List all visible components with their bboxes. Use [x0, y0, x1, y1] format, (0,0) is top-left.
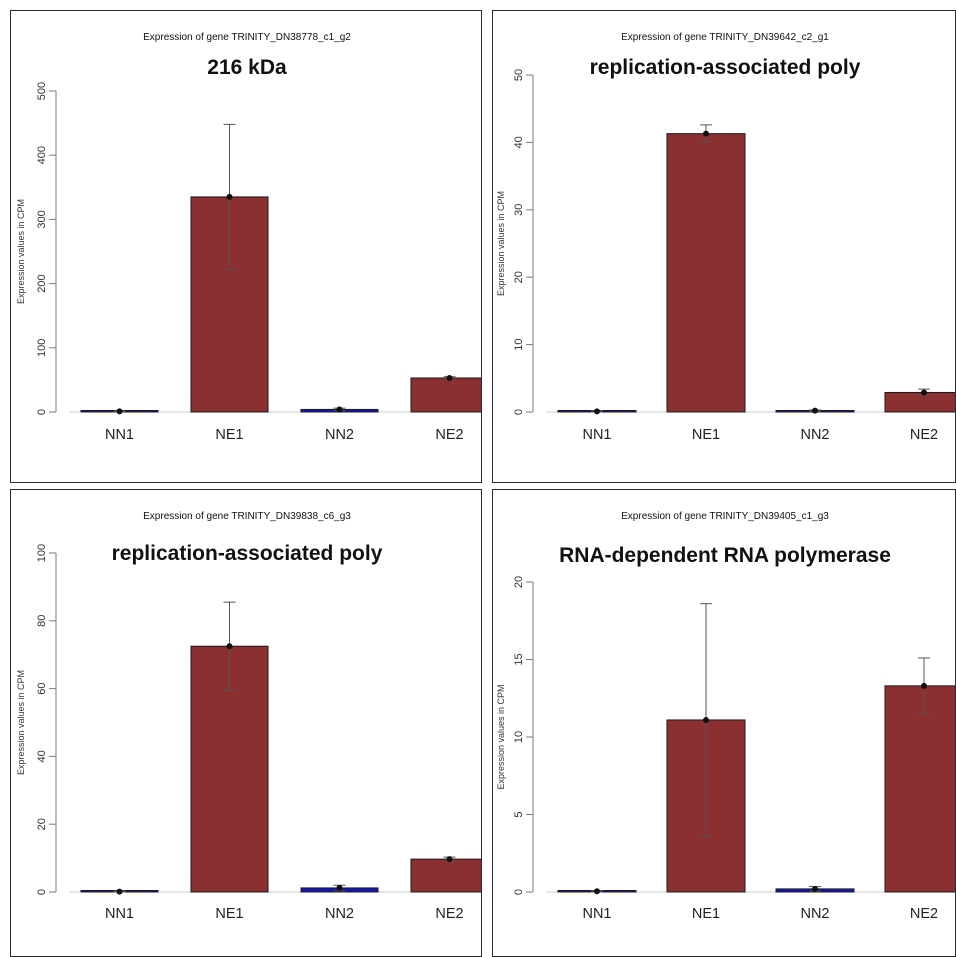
chart-subtitle: Expression of gene TRINITY_DN39838_c6_g3	[143, 511, 351, 522]
y-tick-label: 15	[513, 653, 525, 665]
mean-point	[703, 716, 709, 723]
category-label: NE2	[435, 906, 463, 922]
bar-ne1	[666, 133, 746, 413]
category-label: NE2	[435, 427, 463, 443]
mean-point	[226, 193, 233, 200]
y-tick-label: 20	[36, 818, 48, 830]
mean-point	[446, 374, 453, 381]
category-label: NE1	[692, 906, 720, 922]
y-axis-label: Expression values in CPM	[496, 684, 506, 789]
y-axis-label: Expression values in CPM	[496, 191, 506, 296]
bar-chart-dn39642: Expression of gene TRINITY_DN39642_c2_g1…	[496, 32, 955, 443]
y-tick-label: 40	[513, 136, 525, 148]
category-label: NN1	[105, 906, 134, 922]
y-tick-label: 0	[513, 409, 525, 415]
category-label: NN1	[582, 906, 611, 922]
category-label: NE2	[910, 427, 938, 443]
mean-point	[116, 888, 123, 895]
bar-ne2	[410, 858, 481, 893]
bar-ne2	[410, 377, 481, 413]
chart-panel-bottom-right: Expression of gene TRINITY_DN39405_c1_g3…	[492, 489, 956, 957]
chart-panel-bottom-left: Expression of gene TRINITY_DN39838_c6_g3…	[10, 489, 482, 957]
bar-chart-dn39405: Expression of gene TRINITY_DN39405_c1_g3…	[496, 511, 955, 922]
y-tick-label: 30	[513, 204, 525, 216]
mean-point	[226, 643, 233, 650]
chart-title: replication-associated poly	[112, 542, 383, 565]
mean-point	[336, 406, 343, 413]
mean-point	[812, 407, 818, 414]
y-tick-label: 10	[513, 731, 525, 743]
y-tick-label: 100	[36, 544, 48, 562]
chart-title: RNA-dependent RNA polymerase	[559, 544, 891, 567]
y-tick-label: 0	[36, 409, 48, 415]
y-axis-label: Expression values in CPM	[16, 199, 26, 304]
bar-chart-dn38778: Expression of gene TRINITY_DN38778_c1_g2…	[16, 32, 481, 443]
category-label: NN2	[325, 906, 354, 922]
bar-chart-dn39838: Expression of gene TRINITY_DN39838_c6_g3…	[16, 511, 481, 922]
category-label: NN1	[582, 427, 611, 443]
y-tick-label: 5	[513, 811, 525, 817]
y-tick-label: 10	[513, 338, 525, 350]
y-tick-label: 300	[36, 210, 48, 228]
mean-point	[812, 885, 818, 892]
category-label: NN1	[105, 427, 134, 443]
y-tick-label: 0	[513, 889, 525, 895]
bar-ne2	[884, 685, 955, 893]
y-tick-label: 20	[513, 576, 525, 588]
category-label: NN2	[800, 906, 829, 922]
category-label: NE1	[215, 906, 243, 922]
mean-point	[921, 682, 927, 689]
y-tick-label: 50	[513, 69, 525, 81]
mean-point	[116, 408, 123, 415]
y-tick-label: 200	[36, 274, 48, 292]
chart-title: replication-associated poly	[590, 56, 861, 79]
y-tick-label: 0	[36, 889, 48, 895]
chart-title: 216 kDa	[207, 56, 287, 79]
mean-point	[594, 888, 600, 895]
y-tick-label: 20	[513, 271, 525, 283]
chart-panel-top-left: Expression of gene TRINITY_DN38778_c1_g2…	[10, 10, 482, 483]
mean-point	[594, 408, 600, 415]
y-tick-label: 80	[36, 615, 48, 627]
y-tick-label: 100	[36, 339, 48, 357]
chart-subtitle: Expression of gene TRINITY_DN39642_c2_g1	[621, 32, 829, 43]
y-tick-label: 500	[36, 82, 48, 100]
chart-subtitle: Expression of gene TRINITY_DN38778_c1_g2	[143, 32, 351, 43]
chart-panel-top-right: Expression of gene TRINITY_DN39642_c2_g1…	[492, 10, 956, 483]
category-label: NE1	[692, 427, 720, 443]
y-tick-label: 400	[36, 146, 48, 164]
mean-point	[446, 856, 453, 863]
category-label: NE2	[910, 906, 938, 922]
category-label: NE1	[215, 427, 243, 443]
category-label: NN2	[800, 427, 829, 443]
mean-point	[336, 884, 343, 891]
chart-subtitle: Expression of gene TRINITY_DN39405_c1_g3	[621, 511, 829, 522]
mean-point	[921, 389, 927, 396]
y-tick-label: 40	[36, 750, 48, 762]
y-axis-label: Expression values in CPM	[16, 670, 26, 775]
mean-point	[703, 130, 709, 137]
y-tick-label: 60	[36, 682, 48, 694]
category-label: NN2	[325, 427, 354, 443]
